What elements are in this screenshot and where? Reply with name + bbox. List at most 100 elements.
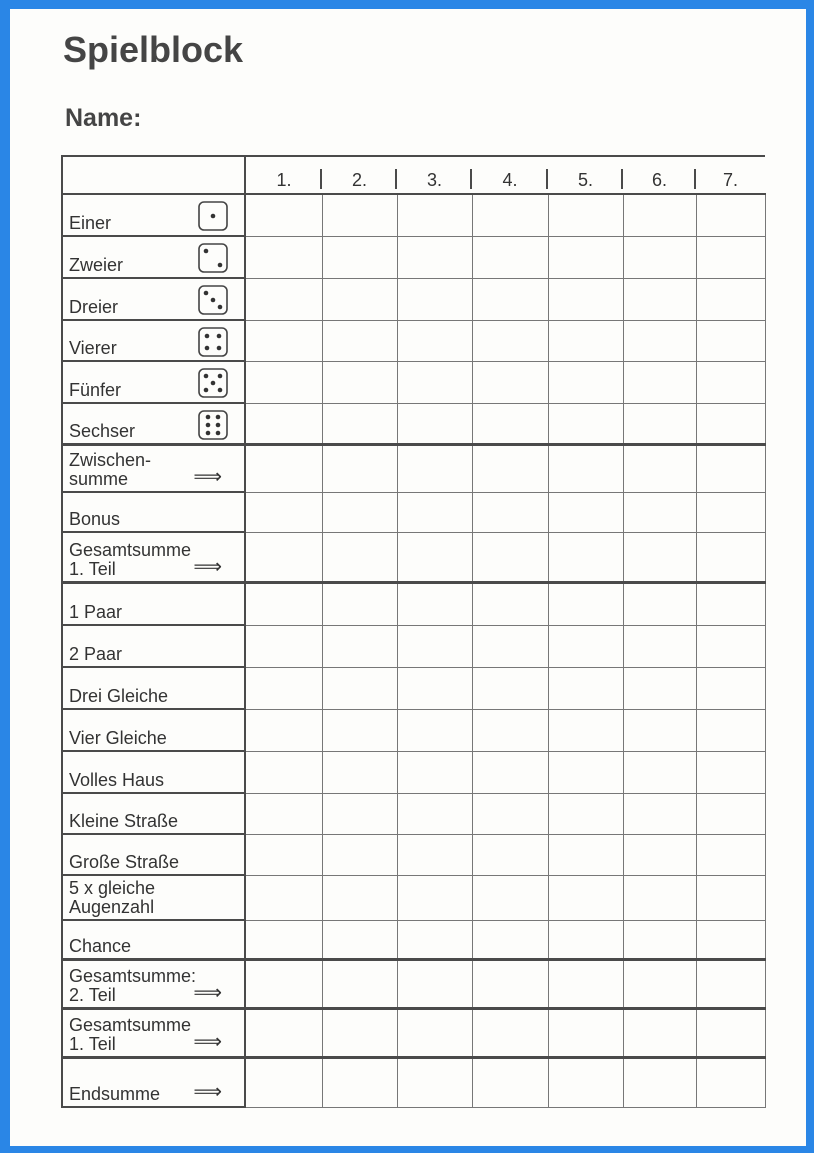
score-cell[interactable] — [547, 319, 624, 362]
score-cell[interactable] — [321, 491, 398, 533]
score-cell[interactable] — [471, 1006, 549, 1058]
score-cell[interactable] — [396, 193, 473, 237]
score-cell[interactable] — [695, 833, 766, 876]
score-cell[interactable] — [321, 580, 398, 626]
score-cell[interactable] — [471, 491, 549, 533]
score-cell[interactable] — [622, 919, 697, 960]
score-cell[interactable] — [622, 360, 697, 404]
score-cell[interactable] — [244, 360, 323, 404]
score-cell[interactable] — [547, 919, 624, 960]
score-cell[interactable] — [396, 360, 473, 404]
score-cell[interactable] — [695, 792, 766, 835]
score-cell[interactable] — [396, 402, 473, 445]
score-cell[interactable] — [396, 1055, 473, 1108]
score-cell[interactable] — [622, 319, 697, 362]
score-cell[interactable] — [547, 833, 624, 876]
score-cell[interactable] — [622, 833, 697, 876]
score-cell[interactable] — [244, 833, 323, 876]
score-cell[interactable] — [321, 874, 398, 921]
score-cell[interactable] — [695, 491, 766, 533]
score-cell[interactable] — [244, 319, 323, 362]
score-cell[interactable] — [321, 1055, 398, 1108]
score-cell[interactable] — [695, 580, 766, 626]
score-cell[interactable] — [396, 833, 473, 876]
score-cell[interactable] — [321, 531, 398, 583]
score-cell[interactable] — [695, 193, 766, 237]
score-cell[interactable] — [396, 531, 473, 583]
score-cell[interactable] — [695, 874, 766, 921]
score-cell[interactable] — [547, 402, 624, 445]
score-cell[interactable] — [396, 580, 473, 626]
score-cell[interactable] — [396, 442, 473, 493]
score-cell[interactable] — [622, 666, 697, 710]
score-cell[interactable] — [321, 792, 398, 835]
score-cell[interactable] — [244, 235, 323, 279]
score-cell[interactable] — [244, 750, 323, 794]
score-cell[interactable] — [244, 1006, 323, 1058]
score-cell[interactable] — [471, 708, 549, 752]
score-cell[interactable] — [622, 708, 697, 752]
score-cell[interactable] — [396, 624, 473, 668]
score-cell[interactable] — [321, 750, 398, 794]
score-cell[interactable] — [396, 277, 473, 321]
score-cell[interactable] — [471, 624, 549, 668]
score-cell[interactable] — [547, 491, 624, 533]
score-cell[interactable] — [471, 319, 549, 362]
score-cell[interactable] — [471, 193, 549, 237]
score-cell[interactable] — [547, 708, 624, 752]
score-cell[interactable] — [547, 235, 624, 279]
score-cell[interactable] — [622, 402, 697, 445]
score-cell[interactable] — [396, 491, 473, 533]
score-cell[interactable] — [547, 750, 624, 794]
score-cell[interactable] — [622, 792, 697, 835]
score-cell[interactable] — [547, 1055, 624, 1108]
score-cell[interactable] — [471, 402, 549, 445]
score-cell[interactable] — [321, 360, 398, 404]
score-cell[interactable] — [695, 319, 766, 362]
score-cell[interactable] — [471, 833, 549, 876]
score-cell[interactable] — [695, 1006, 766, 1058]
score-cell[interactable] — [471, 666, 549, 710]
score-cell[interactable] — [695, 624, 766, 668]
score-cell[interactable] — [321, 193, 398, 237]
score-cell[interactable] — [321, 277, 398, 321]
score-cell[interactable] — [244, 402, 323, 445]
score-cell[interactable] — [471, 277, 549, 321]
score-cell[interactable] — [244, 580, 323, 626]
score-cell[interactable] — [471, 235, 549, 279]
score-cell[interactable] — [547, 193, 624, 237]
score-cell[interactable] — [695, 1055, 766, 1108]
score-cell[interactable] — [321, 919, 398, 960]
score-cell[interactable] — [547, 531, 624, 583]
score-cell[interactable] — [695, 708, 766, 752]
score-cell[interactable] — [622, 874, 697, 921]
score-cell[interactable] — [695, 402, 766, 445]
score-cell[interactable] — [622, 235, 697, 279]
score-cell[interactable] — [547, 666, 624, 710]
score-cell[interactable] — [547, 442, 624, 493]
score-cell[interactable] — [547, 957, 624, 1009]
score-cell[interactable] — [471, 957, 549, 1009]
score-cell[interactable] — [695, 750, 766, 794]
score-cell[interactable] — [396, 919, 473, 960]
score-cell[interactable] — [622, 1055, 697, 1108]
score-cell[interactable] — [471, 750, 549, 794]
score-cell[interactable] — [244, 792, 323, 835]
score-cell[interactable] — [622, 624, 697, 668]
score-cell[interactable] — [695, 235, 766, 279]
score-cell[interactable] — [471, 360, 549, 404]
score-cell[interactable] — [244, 1055, 323, 1108]
score-cell[interactable] — [321, 1006, 398, 1058]
score-cell[interactable] — [396, 792, 473, 835]
score-cell[interactable] — [471, 442, 549, 493]
score-cell[interactable] — [321, 833, 398, 876]
score-cell[interactable] — [695, 442, 766, 493]
score-cell[interactable] — [695, 666, 766, 710]
score-cell[interactable] — [244, 442, 323, 493]
score-cell[interactable] — [622, 277, 697, 321]
score-cell[interactable] — [471, 1055, 549, 1108]
score-cell[interactable] — [547, 1006, 624, 1058]
score-cell[interactable] — [547, 792, 624, 835]
score-cell[interactable] — [244, 277, 323, 321]
score-cell[interactable] — [622, 580, 697, 626]
